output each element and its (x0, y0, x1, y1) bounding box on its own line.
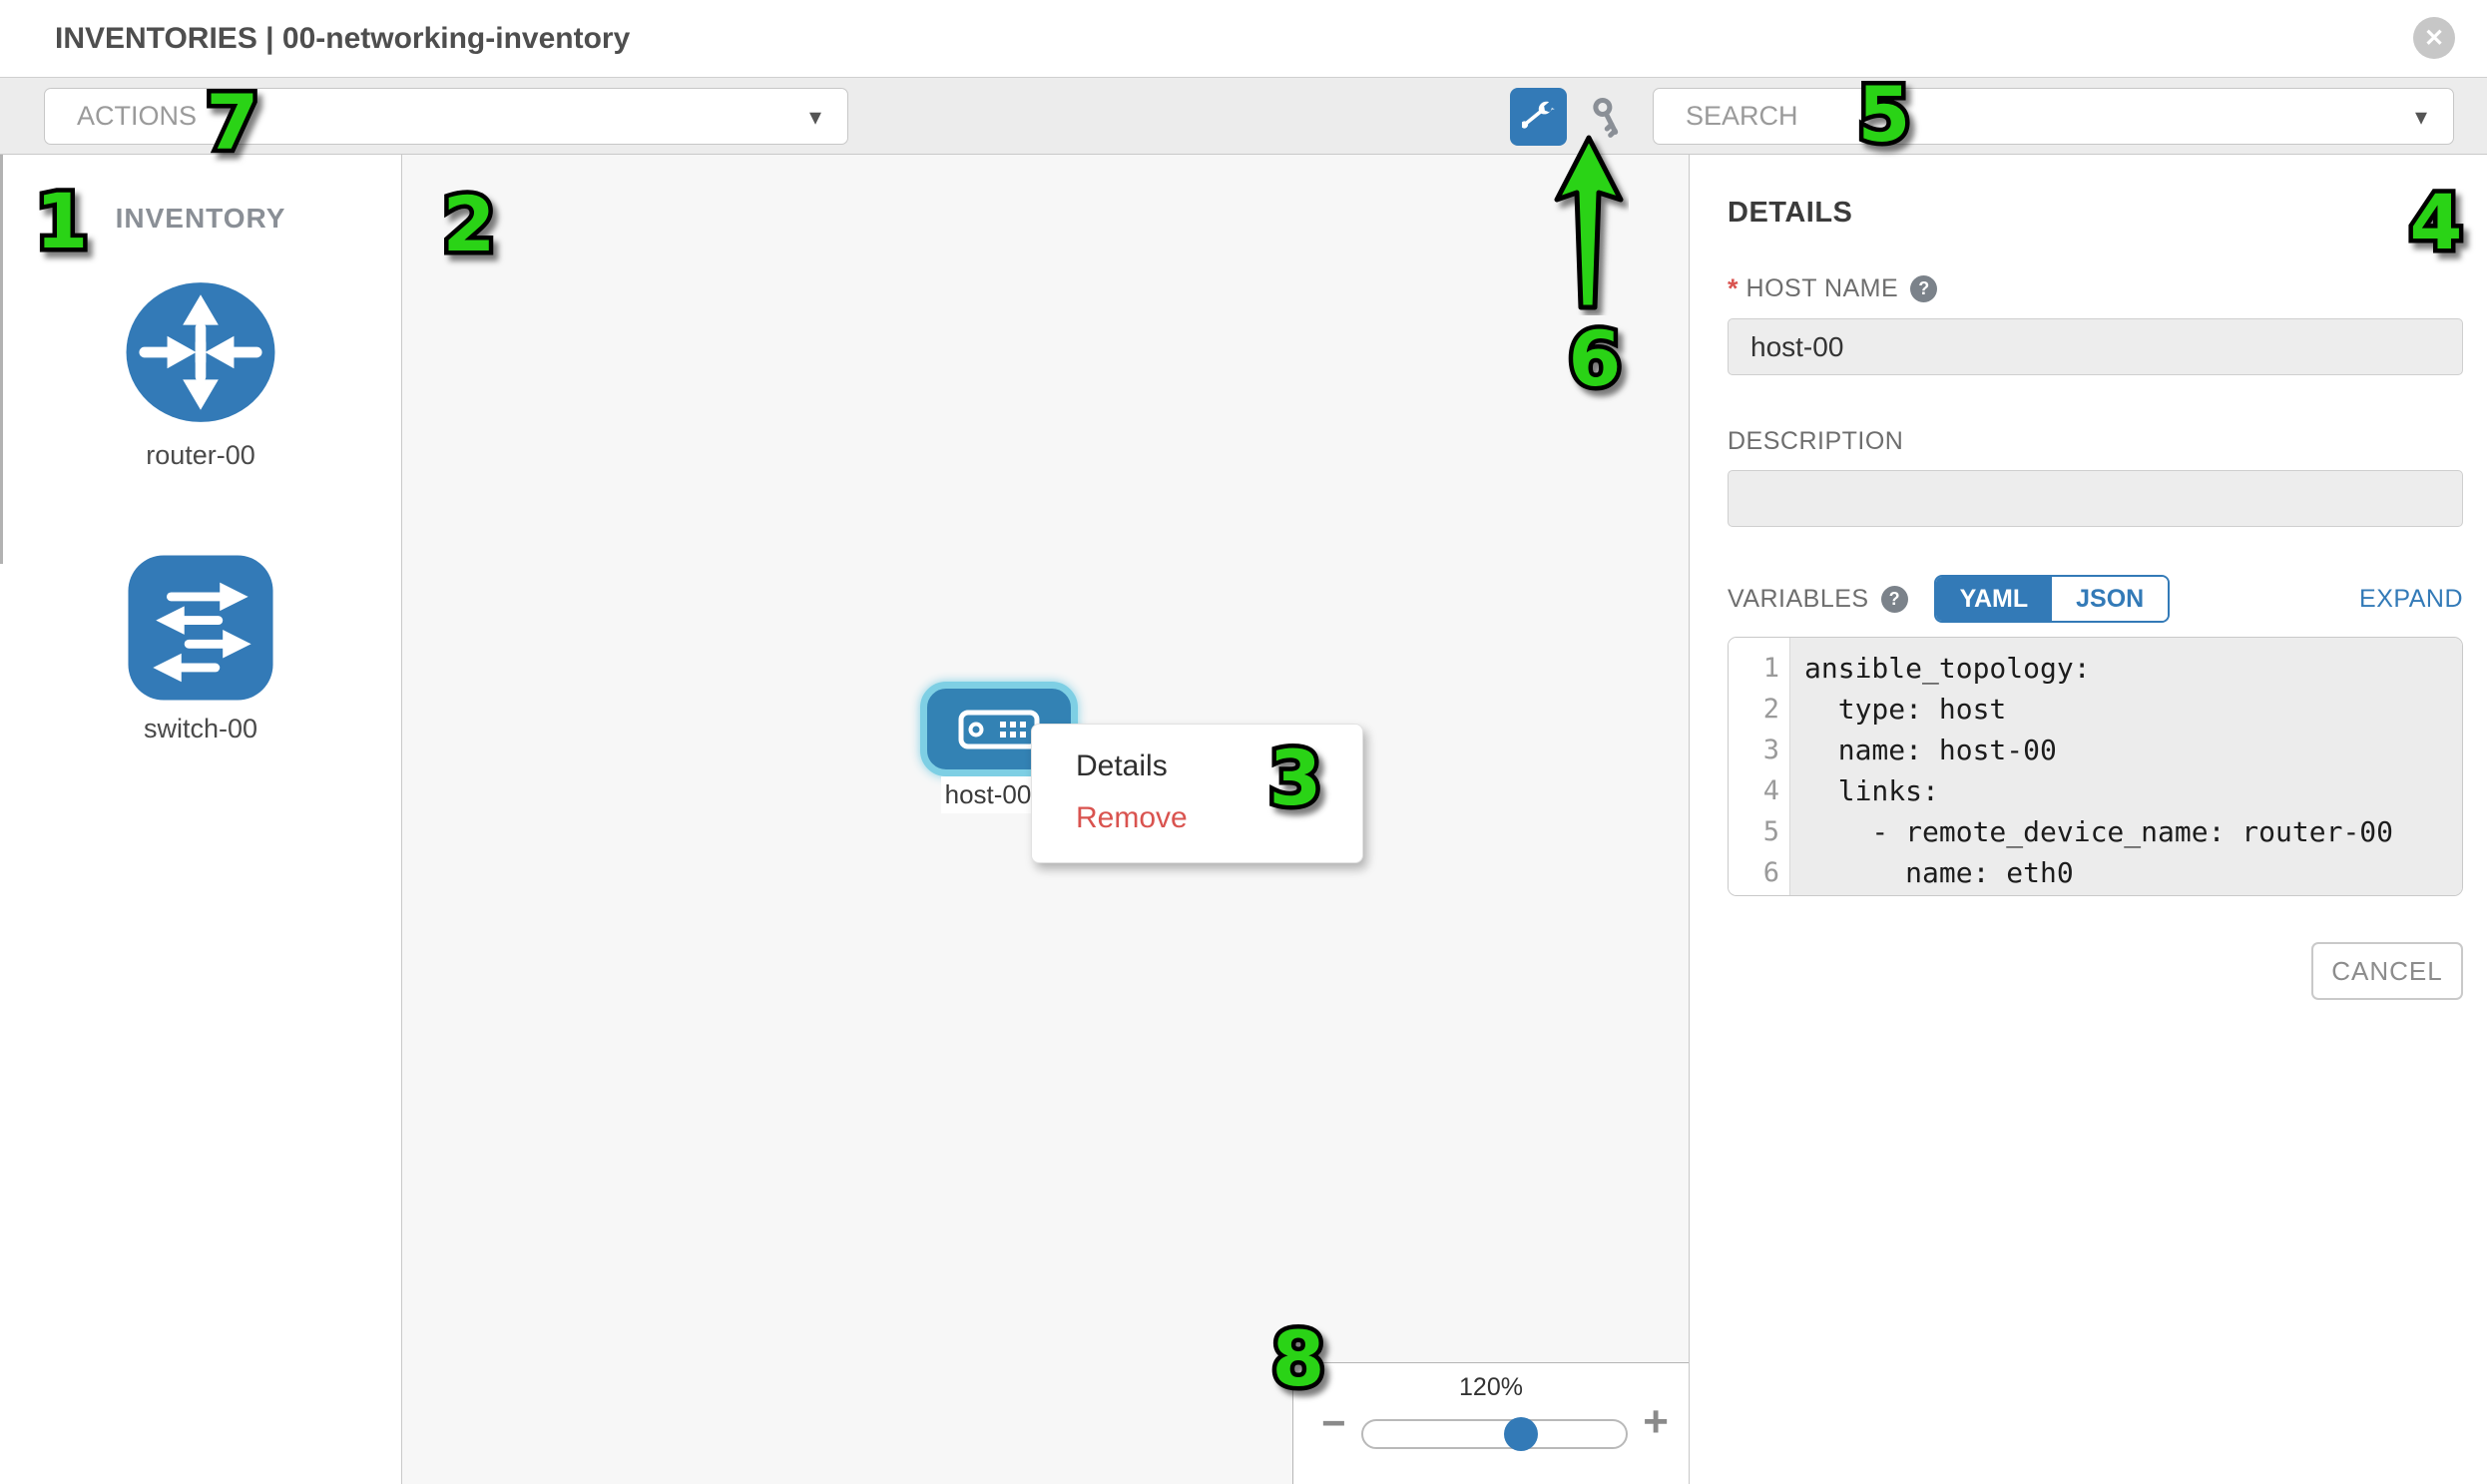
host-node-label: host-00 (941, 776, 1035, 813)
switch-icon (128, 555, 273, 701)
code-line: name: eth0 (1804, 856, 2074, 889)
editor-code-area[interactable]: ansible_topology: type: host name: host-… (1790, 638, 2462, 895)
host-icon (958, 710, 1040, 748)
expand-link[interactable]: EXPAND (2359, 584, 2463, 613)
toolbar: ACTIONS ▾ SEARCH ▾ (0, 77, 2487, 155)
tab-json[interactable]: JSON (2052, 577, 2169, 621)
description-input[interactable] (1728, 470, 2463, 527)
details-heading: DETAILS (1728, 197, 1853, 229)
line-number: 5 (1762, 816, 1779, 847)
host-name-input[interactable] (1728, 318, 2463, 375)
variables-label: VARIABLES (1728, 584, 1869, 613)
sidebar-item-label: switch-00 (143, 714, 258, 743)
page-header: INVENTORIES | 00-networking-inventory ✕ (0, 0, 2487, 77)
details-panel: DETAILS * HOST NAME ? DESCRIPTION VARIAB… (1689, 155, 2487, 1484)
inventory-heading: INVENTORY (115, 203, 286, 234)
context-menu-item-remove[interactable]: Remove (1076, 801, 1188, 834)
topology-canvas[interactable]: host-00 Details Remove 120% − + (402, 155, 1690, 1484)
key-icon (1593, 97, 1619, 138)
caret-down-icon: ▾ (808, 104, 821, 131)
sidebar-item-switch[interactable]: switch-00 (0, 554, 401, 744)
inventory-sidebar: INVENTORY router-00 (0, 155, 402, 1484)
code-line: - remote_device_name: router-00 (1804, 815, 2394, 848)
variables-code-editor: 1 2 3 4 5 6 7 ansible_topology: type: ho… (1728, 637, 2463, 896)
code-line: links: (1804, 774, 1939, 807)
line-number: 2 (1762, 694, 1779, 725)
credentials-key-button[interactable] (1586, 96, 1630, 138)
help-icon[interactable]: ? (1880, 585, 1908, 613)
code-line: ansible_topology: (1804, 652, 2091, 685)
actions-dropdown[interactable]: ACTIONS ▾ (44, 88, 848, 145)
help-icon[interactable]: ? (1910, 275, 1938, 302)
host-name-label: HOST NAME (1745, 274, 1899, 302)
router-icon (126, 282, 275, 422)
zoom-slider-thumb[interactable] (1504, 1417, 1538, 1451)
code-line: name: host-00 (1804, 734, 2057, 766)
caret-down-icon: ▾ (2414, 104, 2427, 131)
search-dropdown[interactable]: SEARCH ▾ (1653, 88, 2454, 145)
tab-yaml[interactable]: YAML (1935, 577, 2053, 621)
actions-dropdown-placeholder: ACTIONS (77, 101, 198, 131)
main-layout: INVENTORY router-00 (0, 155, 2487, 1484)
editor-line-numbers: 1 2 3 4 5 6 7 (1729, 638, 1790, 895)
close-icon: ✕ (2423, 24, 2445, 52)
zoom-control-panel: 120% − + (1292, 1362, 1690, 1484)
search-dropdown-placeholder: SEARCH (1686, 101, 1798, 131)
code-line: type: host (1804, 693, 2007, 726)
zoom-out-button[interactable]: − (1321, 1399, 1346, 1447)
line-number: 1 (1762, 653, 1779, 684)
sidebar-item-router[interactable]: router-00 (0, 276, 401, 471)
variables-format-toggle: YAML JSON (1933, 575, 2171, 623)
cancel-button[interactable]: CANCEL (2311, 942, 2463, 1000)
line-number: 7 (1729, 893, 1789, 895)
sidebar-item-label: router-00 (146, 440, 255, 470)
required-marker: * (1728, 273, 1739, 303)
wrench-icon (1521, 101, 1554, 129)
node-context-menu: Details Remove (1031, 724, 1363, 863)
code-line: remote_interface_name: eth0 (1804, 893, 2462, 895)
zoom-slider[interactable] (1361, 1417, 1628, 1451)
line-number: 6 (1762, 857, 1779, 888)
configure-topology-button[interactable] (1510, 88, 1567, 146)
description-label: DESCRIPTION (1728, 427, 1904, 455)
plus-icon: + (1643, 1397, 1669, 1446)
minus-icon: − (1321, 1399, 1346, 1446)
line-number: 3 (1762, 735, 1779, 765)
context-menu-item-details[interactable]: Details (1076, 749, 1168, 782)
zoom-level-value: 120% (1459, 1373, 1523, 1401)
zoom-in-button[interactable]: + (1643, 1397, 1669, 1447)
close-button[interactable]: ✕ (2413, 17, 2455, 59)
sidebar-scrollbar[interactable] (0, 155, 3, 564)
page-title: INVENTORIES | 00-networking-inventory (55, 22, 631, 55)
line-number: 4 (1762, 775, 1779, 806)
